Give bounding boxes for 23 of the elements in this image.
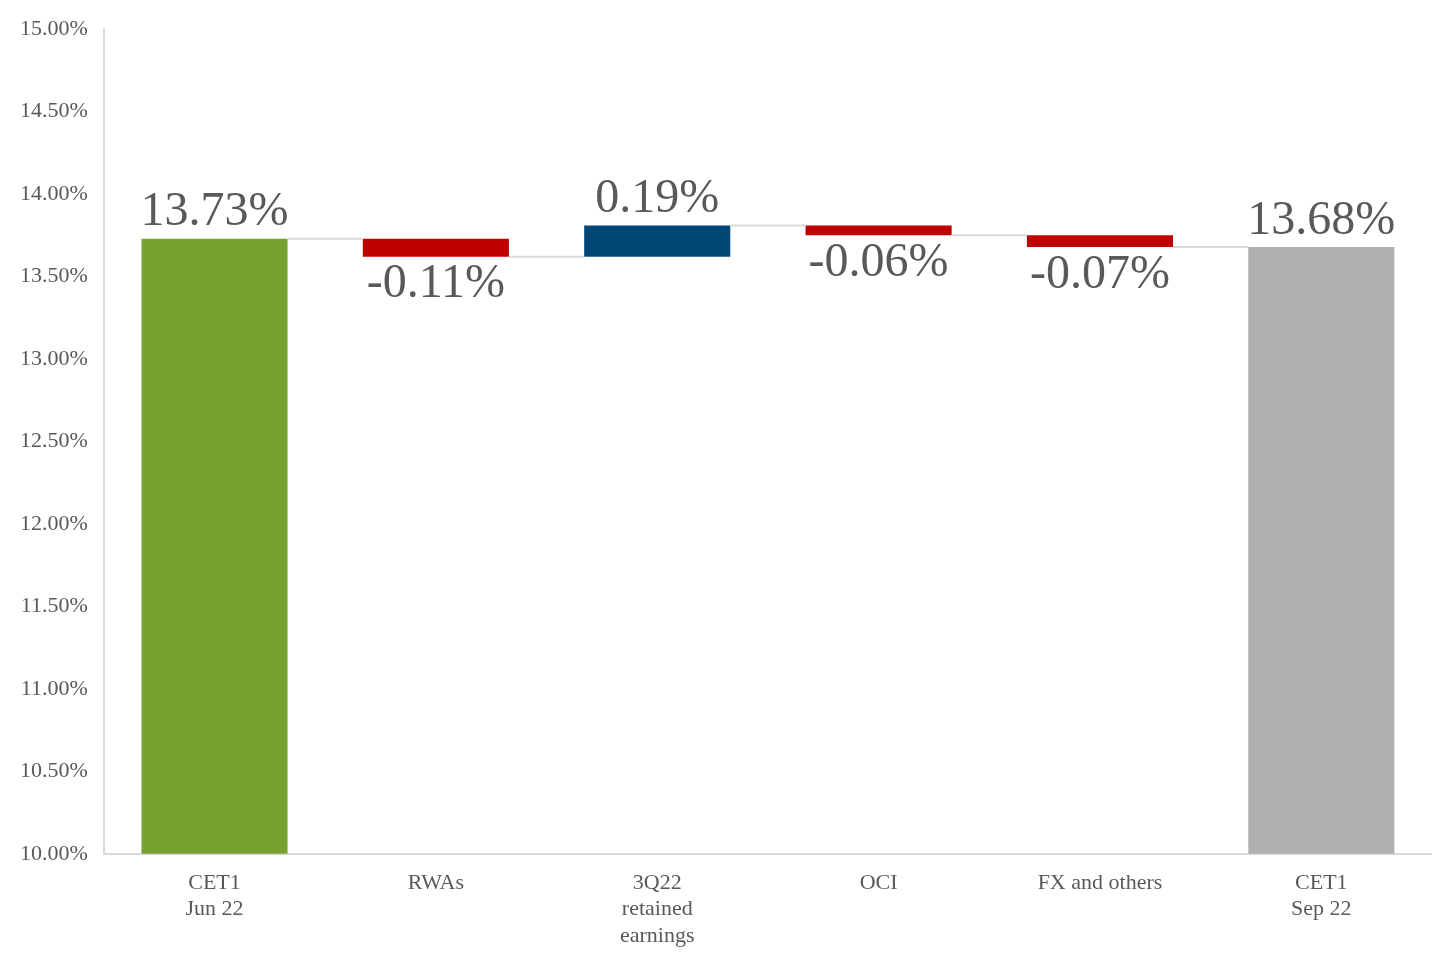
data-label: -0.07% [1029,244,1170,298]
y-tick-label: 10.00% [20,839,88,865]
y-tick-label: 14.00% [20,179,88,205]
y-tick-label: 10.50% [20,757,88,783]
y-tick-label: 13.50% [20,262,88,288]
data-label: -0.06% [808,232,949,286]
x-tick-label: FX and others [1037,868,1163,894]
y-tick-label: 12.50% [20,427,88,453]
data-label: 0.19% [595,169,720,223]
y-tick-label: 11.00% [20,674,88,700]
y-tick-label: 15.00% [20,14,88,40]
x-tick-label: 3Q22 retained earnings [619,868,695,947]
y-tick-label: 13.00% [20,344,88,370]
x-tick-label: OCI [859,868,898,894]
y-tick-label: 12.00% [20,509,88,535]
y-tick-label: 14.50% [20,97,88,123]
x-tick-label: RWAs [407,868,464,894]
data-label: 13.73% [140,182,289,236]
data-label: 13.68% [1247,190,1396,244]
x-tick-label: CET1 Jun 22 [185,868,244,921]
data-label: -0.11% [366,254,505,308]
y-tick-label: 11.50% [20,592,88,618]
x-tick-label: CET1 Sep 22 [1291,868,1352,921]
